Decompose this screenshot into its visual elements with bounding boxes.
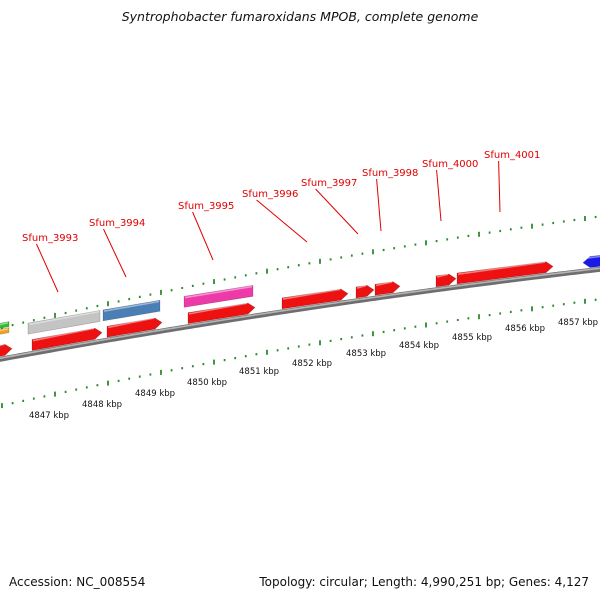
gene-bar-green-shine	[0, 322, 9, 326]
kbp-label: 4847 kbp	[29, 411, 69, 421]
gene-bar-orange	[0, 327, 10, 335]
accession-text: Accession: NC_008554	[9, 575, 146, 589]
leader-line	[256, 199, 308, 243]
gene-bar-gray-shine	[28, 310, 100, 326]
cds-arrow-shine	[107, 317, 155, 329]
gene-labels: Sfum_3993Sfum_3994Sfum_3995Sfum_3996Sfum…	[22, 150, 540, 244]
cds-arrow-shine	[457, 261, 546, 276]
kbp-label: 4848 kbp	[82, 400, 122, 410]
cds-arrow	[106, 317, 163, 338]
gene-arrow-navy-shine	[583, 255, 600, 260]
gene-label-sfum_3997: Sfum_3997	[301, 178, 357, 189]
gene-label-sfum_4000: Sfum_4000	[422, 159, 478, 170]
kbp-label: 4856 kbp	[505, 324, 545, 334]
gene-label-sfum_3994: Sfum_3994	[89, 218, 145, 229]
gene-bar-gray	[27, 310, 101, 335]
gene-bar-blue-shine	[103, 300, 160, 312]
gene-bar-green	[0, 321, 10, 329]
leader-line	[376, 178, 382, 232]
kbp-label: 4851 kbp	[239, 367, 279, 377]
gene-label-sfum_3998: Sfum_3998	[362, 168, 418, 179]
cds-arrow-shine	[188, 302, 248, 315]
outer-tick-ring	[1, 215, 597, 330]
kbp-label: 4853 kbp	[346, 349, 386, 359]
cds-arrow-shine	[282, 288, 341, 300]
gene-label-sfum_3993: Sfum_3993	[22, 233, 78, 244]
cds-arrow	[355, 285, 375, 299]
gene-bar-pink	[183, 284, 254, 308]
leader-line	[36, 243, 59, 293]
cds-arrow	[31, 327, 103, 351]
cds-arrow-shine	[0, 343, 5, 347]
cds-arrow	[0, 344, 13, 357]
leader-line	[315, 188, 359, 235]
gene-label-sfum_3995: Sfum_3995	[178, 201, 234, 212]
gene-label-sfum_3996: Sfum_3996	[242, 189, 298, 200]
cds-arrow	[456, 261, 554, 285]
map-title: Syntrophobacter fumaroxidans MPOB, compl…	[121, 9, 479, 24]
gene-arrow-navy	[582, 255, 600, 268]
gene-bar-pink-shine	[184, 285, 253, 299]
kbp-label: 4854 kbp	[399, 341, 439, 351]
gene-features	[0, 255, 600, 357]
label-leaders	[36, 160, 501, 293]
inner-tick-ring	[1, 298, 597, 409]
kbp-label: 4855 kbp	[452, 333, 492, 343]
leader-line	[498, 160, 501, 213]
kbp-label: 4849 kbp	[135, 389, 175, 399]
kbp-label: 4857 kbp	[558, 318, 598, 328]
cds-arrow-shine	[32, 327, 95, 342]
cds-arrow	[374, 281, 401, 296]
gene-bar-blue	[102, 299, 161, 322]
kbp-label: 4850 kbp	[187, 378, 227, 388]
gene-label-sfum_4001: Sfum_4001	[484, 150, 540, 161]
cds-arrow	[187, 302, 256, 325]
gene-bar-orange-shine	[0, 328, 9, 332]
genome-summary-text: Topology: circular; Length: 4,990,251 bp…	[259, 575, 589, 589]
backbone-highlight	[0, 267, 600, 360]
leader-line	[192, 211, 214, 261]
genome-backbone	[0, 266, 600, 362]
cds-arrow-shine	[356, 284, 367, 289]
cds-arrow-shine	[436, 273, 449, 278]
leader-line	[103, 228, 127, 278]
kbp-label: 4852 kbp	[292, 359, 332, 369]
cds-arrow	[281, 288, 349, 310]
cds-arrow	[435, 273, 457, 288]
kbp-labels: 4847 kbp 4848 kbp 4849 kbp 4850 kbp 4851 kbp…	[29, 318, 598, 421]
backbone-line	[0, 266, 600, 362]
cds-arrow-shine	[375, 281, 393, 287]
leader-line	[436, 169, 442, 222]
